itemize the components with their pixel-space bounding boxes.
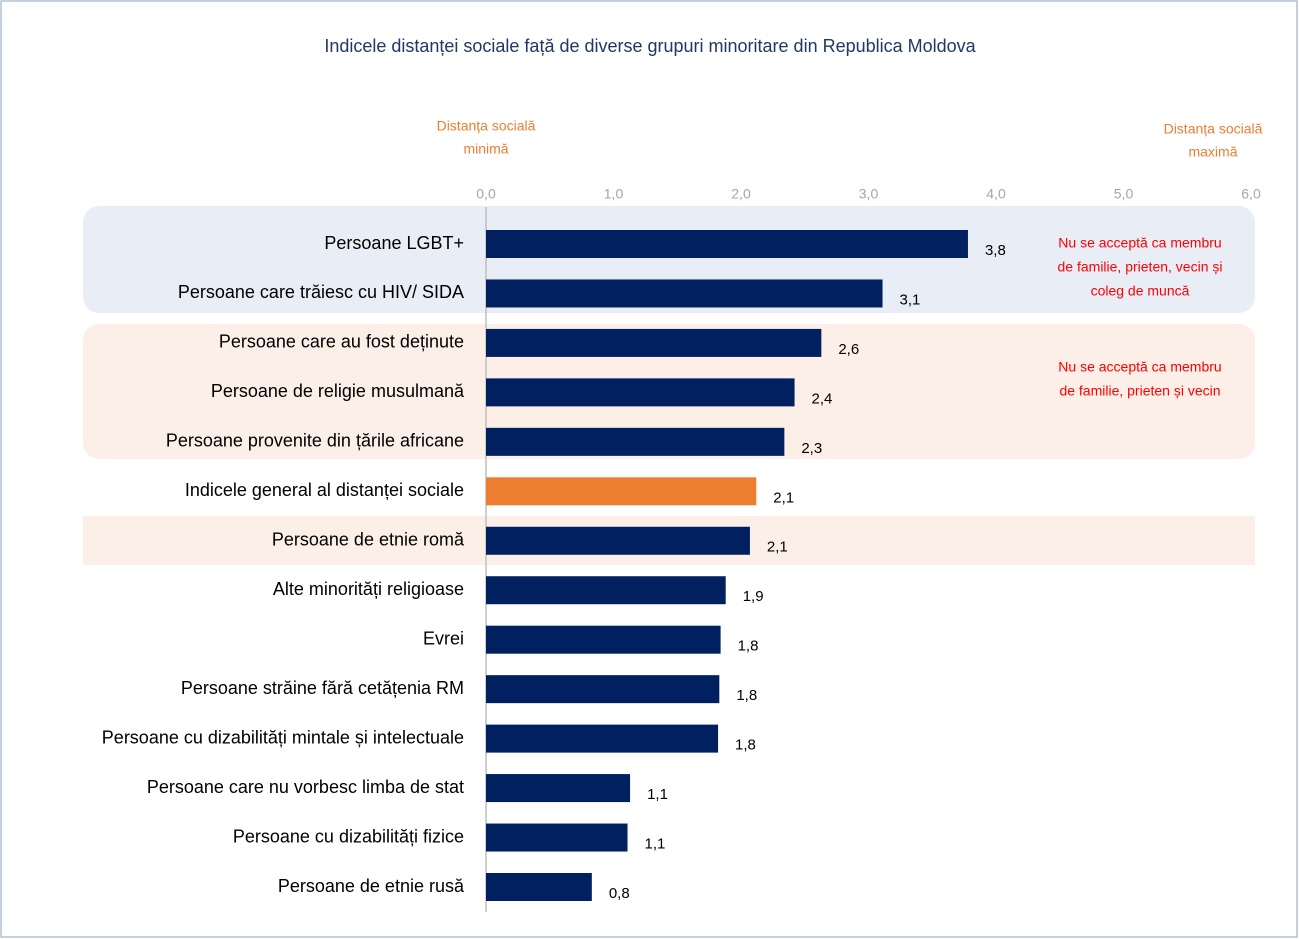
annotation: de familie, prieten și vecin xyxy=(1059,383,1220,399)
annotation: Nu se acceptă ca membru xyxy=(1058,359,1221,375)
bar xyxy=(486,526,750,555)
bar xyxy=(486,774,631,803)
bar xyxy=(486,279,883,308)
category-label: Persoane provenite din țările africane xyxy=(166,431,464,451)
category-label: Persoane cu dizabilități mintale și inte… xyxy=(102,727,464,747)
category-label: Persoane LGBT+ xyxy=(324,233,464,253)
annotation: de familie, prieten, vecin și xyxy=(1058,259,1223,275)
category-label: Persoane care au fost deținute xyxy=(219,332,464,352)
axis-note: maximă xyxy=(1188,144,1237,160)
axis-note: Distanța socială xyxy=(1164,121,1263,137)
category-label: Indicele general al distanței sociale xyxy=(185,480,464,500)
bar xyxy=(486,625,721,654)
category-label: Persoane care nu vorbesc limba de stat xyxy=(147,777,464,797)
value-label: 2,3 xyxy=(801,440,822,457)
category-label: Persoane care trăiesc cu HIV/ SIDA xyxy=(178,282,464,302)
category-label: Persoane străine fără cetățenia RM xyxy=(181,678,464,698)
x-tick-label: 6,0 xyxy=(1241,186,1261,202)
value-label: 3,8 xyxy=(985,242,1006,259)
value-label: 1,8 xyxy=(735,737,756,754)
value-label: 2,1 xyxy=(767,539,788,556)
value-label: 1,9 xyxy=(743,588,764,605)
bar xyxy=(486,675,720,704)
value-label: 1,8 xyxy=(738,638,759,655)
value-label: 1,1 xyxy=(645,836,666,853)
bar xyxy=(486,724,719,753)
category-label: Persoane de etnie romă xyxy=(272,530,465,550)
value-label: 1,8 xyxy=(736,687,757,704)
chart-title: Indicele distanței sociale față de diver… xyxy=(324,36,976,56)
bar xyxy=(486,576,726,605)
bar xyxy=(486,823,628,852)
bar xyxy=(486,873,592,901)
value-label: 2,6 xyxy=(838,341,859,358)
x-tick-label: 2,0 xyxy=(731,186,751,202)
value-label: 2,4 xyxy=(812,390,833,407)
category-label: Evrei xyxy=(423,628,464,648)
bar xyxy=(486,328,822,357)
category-label: Persoane de etnie rusă xyxy=(278,876,465,896)
category-label: Persoane de religie musulmană xyxy=(211,381,465,401)
value-label: 1,1 xyxy=(647,786,668,803)
value-label: 2,1 xyxy=(773,489,794,506)
axis-note: Distanța socială xyxy=(437,118,536,134)
annotation: coleg de muncă xyxy=(1091,283,1190,299)
x-tick-label: 3,0 xyxy=(859,186,879,202)
annotation: Nu se acceptă ca membru xyxy=(1058,235,1221,251)
bar xyxy=(486,427,785,456)
bar xyxy=(486,477,757,506)
bar xyxy=(486,230,968,258)
x-tick-label: 4,0 xyxy=(986,186,1006,202)
x-tick-label: 1,0 xyxy=(604,186,624,202)
x-tick-label: 0,0 xyxy=(476,186,496,202)
value-label: 0,8 xyxy=(609,885,630,902)
category-label: Persoane cu dizabilități fizice xyxy=(233,826,464,846)
axis-note: minimă xyxy=(463,141,508,157)
x-tick-label: 5,0 xyxy=(1114,186,1134,202)
bar xyxy=(486,378,795,407)
category-label: Alte minorități religioase xyxy=(273,579,464,599)
value-label: 3,1 xyxy=(900,291,921,308)
